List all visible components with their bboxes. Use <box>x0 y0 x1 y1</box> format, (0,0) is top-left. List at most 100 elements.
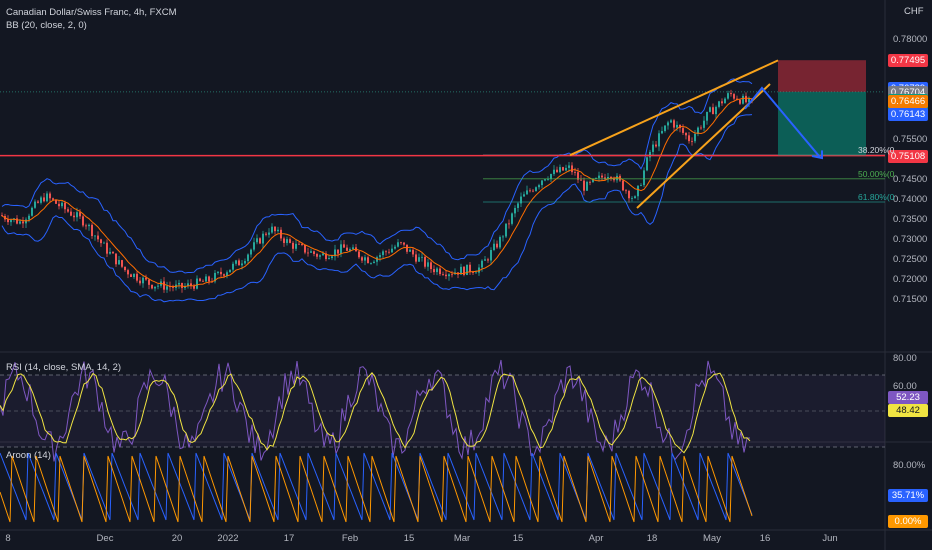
candle-body <box>565 167 567 171</box>
candle-body <box>748 98 750 103</box>
candle-body <box>628 190 630 199</box>
candle-body <box>595 177 597 179</box>
candle-body <box>73 215 75 218</box>
candle-body <box>289 239 291 243</box>
candle-body <box>583 180 585 191</box>
candle-body <box>646 157 648 171</box>
candle-body <box>496 243 498 248</box>
candle-body <box>547 179 549 180</box>
time-tick: 2022 <box>217 533 239 544</box>
candle-body <box>394 246 396 249</box>
candle-body <box>433 269 435 273</box>
candle-body <box>223 274 225 276</box>
time-tick: Mar <box>453 533 471 544</box>
candle-body <box>499 237 501 248</box>
aroon-legend[interactable]: Aroon (14) <box>6 450 51 461</box>
candle-body <box>367 257 369 264</box>
candle-body <box>739 99 741 104</box>
candle-body <box>718 101 720 107</box>
candle-body <box>505 223 507 237</box>
candle-body <box>379 255 381 258</box>
price-label: 0.76143 <box>888 108 928 122</box>
candle-body <box>310 251 312 253</box>
candle-body <box>460 266 462 275</box>
candle-body <box>109 251 111 254</box>
symbol-title[interactable]: Canadian Dollar/Swiss Franc, 4h, FXCM <box>6 7 177 18</box>
time-tick: 8 <box>5 533 11 544</box>
candle-body <box>61 202 63 207</box>
candle-body <box>637 185 639 197</box>
candle-body <box>133 273 135 277</box>
candle-body <box>67 209 69 212</box>
candle-body <box>58 203 60 207</box>
candle-body <box>535 187 537 192</box>
rsi-tick-60: 60.00 <box>893 381 917 392</box>
candle-body <box>19 221 21 224</box>
candle-body <box>382 251 384 256</box>
candle-body <box>28 215 30 220</box>
rsi-line <box>0 359 751 462</box>
rsi-ma-label: 48.42 <box>888 404 928 417</box>
candle-body <box>340 244 342 254</box>
candle-body <box>115 253 117 265</box>
candle-body <box>592 178 594 182</box>
candle-body <box>601 175 603 178</box>
candle-body <box>622 180 624 191</box>
candle-body <box>430 262 432 270</box>
price-tick: 0.71500 <box>893 294 928 305</box>
candle-body <box>538 185 540 188</box>
candle-body <box>43 197 45 202</box>
candle-body <box>373 261 375 264</box>
candle-body <box>463 266 465 275</box>
candle-body <box>349 249 351 251</box>
aroon-down-label: 0.00% <box>888 515 928 528</box>
candle-body <box>493 243 495 251</box>
wedge-upper-line <box>569 59 779 157</box>
candle-body <box>697 127 699 134</box>
candle-body <box>76 212 78 218</box>
candle-body <box>157 285 159 287</box>
price-label: 0.76466 <box>888 95 928 109</box>
candle-body <box>226 272 228 276</box>
candle-body <box>391 248 393 253</box>
candle-body <box>544 179 546 181</box>
time-tick: 18 <box>646 533 658 544</box>
candle-body <box>79 212 81 217</box>
candle-body <box>385 251 387 253</box>
candle-body <box>448 274 450 277</box>
candle-body <box>40 197 42 203</box>
candle-body <box>502 236 504 238</box>
rsi-legend[interactable]: RSI (14, close, SMA, 14, 2) <box>6 362 122 373</box>
candle-body <box>7 219 9 223</box>
candle-body <box>712 107 714 115</box>
candle-body <box>514 207 516 214</box>
candle-body <box>631 198 633 199</box>
candle-body <box>529 190 531 192</box>
stop-loss-zone <box>778 60 866 92</box>
candle-body <box>190 283 192 286</box>
candle-body <box>283 238 285 243</box>
price-label: 0.75108 <box>888 149 928 163</box>
candle-body <box>439 268 441 275</box>
time-tick: Feb <box>341 533 359 544</box>
candle-body <box>244 261 246 264</box>
candle-body <box>478 267 480 273</box>
candle-body <box>16 218 18 224</box>
candle-body <box>472 272 474 273</box>
candle-body <box>238 260 240 266</box>
bb-upper-band <box>1 78 753 274</box>
candle-body <box>598 175 600 178</box>
bb-indicator-legend[interactable]: BB (20, close, 2, 0) <box>6 20 87 31</box>
candle-body <box>676 124 678 128</box>
candle-body <box>481 260 483 268</box>
candle-body <box>667 122 669 126</box>
candle-body <box>664 125 666 132</box>
candle-body <box>220 271 222 275</box>
fib-label: 61.80%(0 <box>858 192 895 202</box>
candle-body <box>1 215 3 216</box>
candle-body <box>694 133 696 142</box>
candle-body <box>325 253 327 260</box>
candle-body <box>661 131 663 134</box>
rsi-tick-80: 80.00 <box>893 353 917 364</box>
